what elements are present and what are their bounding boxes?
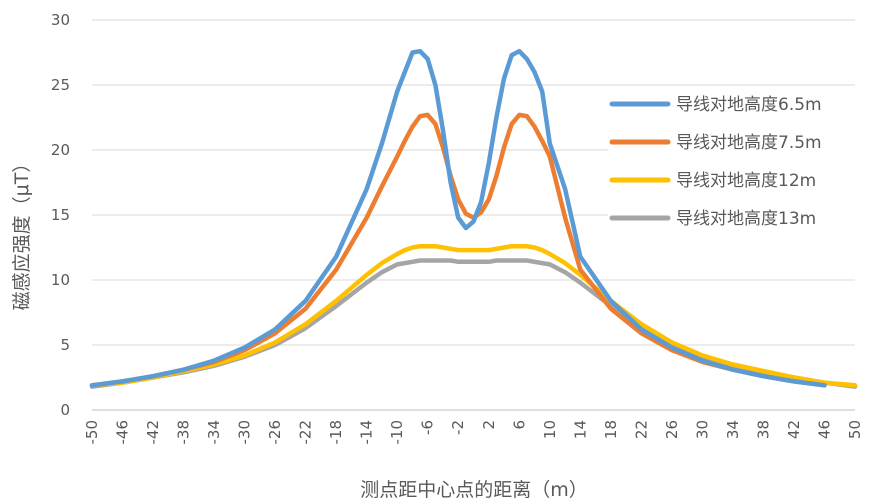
y-axis-tick-labels: 0 5 10 15 20 25 30 [51, 11, 70, 419]
x-tick-label: 50 [846, 420, 864, 439]
x-tick-label: 2 [480, 420, 498, 430]
series-line-1 [89, 112, 827, 388]
legend-label: 导线对地高度12m [676, 171, 816, 191]
y-tick-label: 10 [51, 271, 70, 289]
x-tick-label: -26 [266, 420, 284, 445]
x-tick-label: 18 [602, 420, 620, 439]
gridlines [92, 19, 855, 411]
x-tick-label: -42 [144, 420, 162, 445]
legend-label: 导线对地高度7.5m [676, 133, 822, 153]
series-lines [89, 48, 858, 389]
x-tick-label: 42 [785, 420, 803, 439]
x-tick-label: -14 [358, 420, 376, 445]
x-tick-label: 34 [724, 420, 742, 439]
x-axis-tick-labels: -50 -46 -42 -38 -34 -30 -26 -22 -18 -14 -10 -6 -2 2 6 1… [83, 420, 864, 445]
y-tick-label: 30 [51, 11, 70, 29]
x-tick-label: 10 [541, 420, 559, 439]
y-tick-label: 5 [60, 336, 70, 354]
x-tick-label: -30 [236, 420, 254, 445]
y-axis-title: 磁感应强度（μT） [11, 154, 33, 311]
x-tick-label: 30 [693, 420, 711, 439]
y-tick-label: 25 [51, 76, 70, 94]
x-tick-label: 38 [754, 420, 772, 439]
x-axis-title: 测点距中心点的距离（m） [360, 479, 588, 501]
series-line-2 [89, 243, 858, 388]
series-line-0 [89, 48, 827, 388]
x-tick-label: -6 [419, 420, 437, 435]
legend: 导线对地高度6.5m 导线对地高度7.5m 导线对地高度12m 导线对地高度13m [608, 86, 868, 234]
x-tick-label: -46 [114, 420, 132, 445]
legend-label: 导线对地高度6.5m [676, 95, 822, 115]
x-tick-label: 6 [510, 420, 528, 430]
x-tick-label: -50 [83, 420, 101, 445]
x-tick-label: 14 [571, 420, 589, 439]
x-tick-label: -34 [205, 420, 223, 445]
x-tick-label: 26 [663, 420, 681, 439]
x-tick-label: -38 [175, 420, 193, 445]
y-tick-label: 15 [51, 206, 70, 224]
x-tick-label: -2 [449, 420, 467, 435]
x-tick-label: 22 [632, 420, 650, 439]
x-tick-label: -22 [297, 420, 315, 445]
x-tick-label: -10 [388, 420, 406, 445]
y-tick-label: 0 [60, 401, 70, 419]
x-tick-label: -18 [327, 420, 345, 445]
y-tick-label: 20 [51, 141, 70, 159]
x-tick-label: 46 [815, 420, 833, 439]
legend-label: 导线对地高度13m [676, 209, 816, 229]
